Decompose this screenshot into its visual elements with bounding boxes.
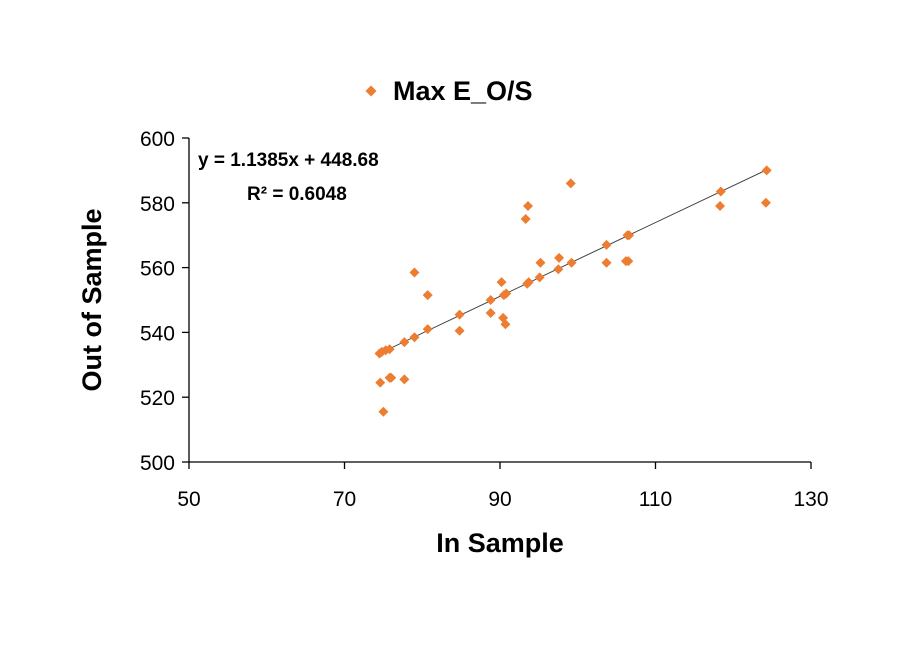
data-point (422, 324, 433, 335)
y-axis-ticks: 500 520 540 560 580 600 (140, 128, 189, 475)
data-point (454, 309, 465, 320)
trendline-equation: y = 1.1385x + 448.68 (198, 150, 379, 171)
y-tick-label: 580 (140, 193, 175, 216)
legend-label: Max E_O/S (393, 76, 533, 106)
legend-marker-diamond (365, 85, 377, 97)
data-point (409, 332, 420, 343)
x-tick-label: 50 (177, 488, 200, 511)
data-point (522, 201, 533, 212)
data-point (715, 201, 726, 212)
data-point (760, 197, 771, 208)
x-tick-label: 90 (488, 488, 511, 511)
x-tick-label: 70 (333, 488, 356, 511)
x-axis-ticks: 50 70 90 110 130 (177, 462, 829, 511)
data-point (601, 239, 612, 250)
data-point (422, 290, 433, 301)
y-tick-label: 560 (140, 258, 175, 281)
data-point (601, 257, 612, 268)
data-point (485, 295, 496, 305)
data-point (409, 267, 420, 278)
data-point (496, 277, 507, 288)
data-point (399, 374, 410, 385)
y-tick-label: 540 (140, 322, 175, 345)
data-point (454, 325, 465, 336)
x-tick-label: 110 (639, 488, 672, 511)
data-points (374, 165, 772, 417)
y-axis-title: Out of Sample (77, 208, 107, 391)
data-point (534, 272, 545, 283)
data-point (520, 214, 531, 224)
data-point (553, 264, 564, 275)
data-point (384, 372, 395, 383)
data-point (523, 277, 534, 288)
trendline-r-squared: R² = 0.6048 (247, 184, 347, 205)
y-tick-label: 500 (140, 452, 175, 475)
data-point (535, 257, 546, 268)
legend: Max E_O/S (365, 76, 533, 106)
data-point (565, 178, 576, 189)
data-point (378, 406, 389, 417)
data-point (384, 344, 395, 355)
data-point (501, 288, 512, 299)
data-point (623, 256, 634, 267)
x-axis-title: In Sample (436, 528, 564, 558)
data-point (500, 319, 511, 330)
data-point (485, 307, 496, 318)
data-point (566, 257, 577, 268)
data-point (399, 337, 410, 348)
x-tick-label: 130 (793, 488, 828, 511)
data-point (554, 252, 565, 263)
data-point (624, 230, 635, 241)
data-point (375, 377, 386, 388)
data-point (761, 165, 772, 176)
y-tick-label: 600 (140, 128, 175, 151)
data-point (715, 186, 726, 197)
y-tick-label: 520 (140, 387, 175, 410)
